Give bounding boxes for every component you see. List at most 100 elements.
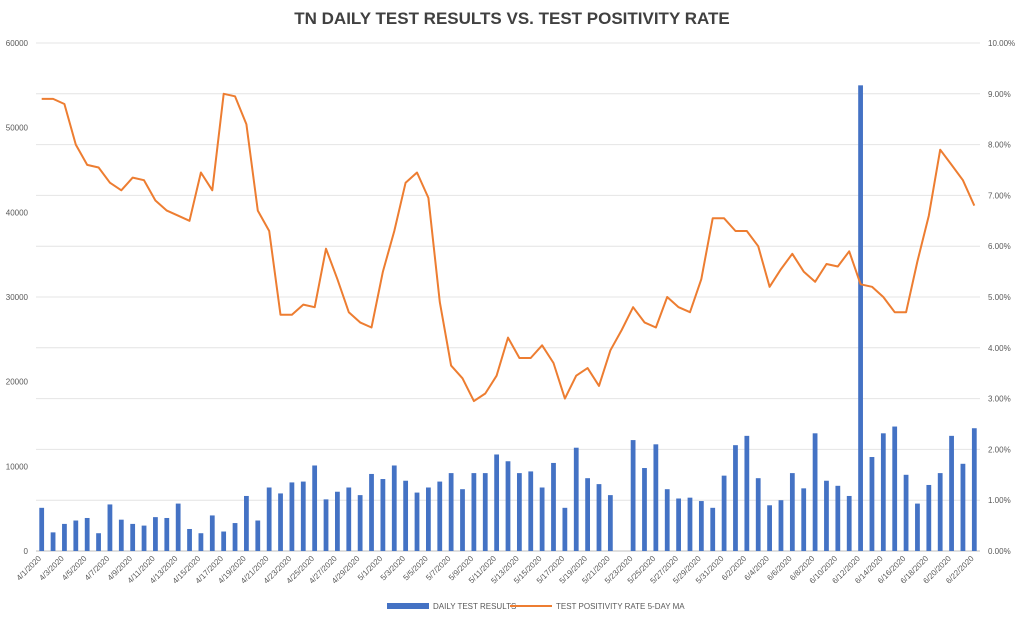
bar (926, 484, 932, 551)
bar (915, 503, 920, 551)
y-right-tick-label: 5.00% (988, 293, 1011, 302)
legend: DAILY TEST RESULTS TEST POSITIVITY RATE … (387, 602, 685, 611)
bar (425, 487, 431, 551)
bar (403, 480, 409, 551)
bar (880, 433, 886, 551)
y-right-tick-label: 9.00% (988, 90, 1011, 99)
y-right-tick-label: 2.00% (988, 445, 1011, 454)
bar (710, 507, 716, 551)
bar (141, 525, 147, 551)
bar (369, 473, 374, 551)
bar (471, 473, 477, 551)
bar (676, 498, 681, 551)
bar (562, 507, 568, 551)
bar (118, 519, 124, 551)
bar (391, 465, 397, 551)
bar (96, 533, 101, 551)
y-right-tick-label: 3.00% (988, 395, 1011, 404)
y-left-tick-label: 60000 (6, 39, 29, 48)
bar (482, 473, 488, 551)
y-left-tick-label: 20000 (6, 378, 29, 387)
bar (960, 463, 966, 551)
bar (903, 474, 909, 551)
gridlines (36, 42, 980, 552)
bar (937, 473, 943, 551)
bar (221, 531, 227, 551)
bar (232, 523, 238, 551)
bar (289, 482, 295, 551)
bar (73, 520, 79, 551)
legend-label-daily-tests: DAILY TEST RESULTS (433, 602, 516, 611)
y-left-tick-label: 30000 (6, 293, 29, 302)
bar (460, 489, 465, 551)
bar (664, 489, 670, 551)
chart-title: TN DAILY TEST RESULTS VS. TEST POSITIVIT… (294, 9, 729, 28)
bar (39, 507, 45, 551)
line-series (41, 92, 976, 403)
bar (323, 499, 329, 551)
bar (209, 515, 215, 551)
bar (573, 447, 579, 551)
bar (744, 435, 750, 551)
y-right-tick-label: 10.00% (988, 39, 1015, 48)
bar (949, 435, 954, 551)
bar (175, 503, 181, 551)
bar (824, 480, 829, 551)
bar (346, 487, 352, 551)
y-right-tick-label: 1.00% (988, 496, 1011, 505)
bar (357, 495, 363, 551)
bar (107, 504, 113, 551)
y-right-tick-label: 8.00% (988, 141, 1011, 150)
bar (62, 523, 67, 551)
bar (812, 433, 818, 551)
bar (505, 461, 511, 551)
bar (278, 493, 283, 551)
bar (335, 491, 340, 551)
y-right-tick-label: 0.00% (988, 547, 1011, 556)
bar (687, 497, 693, 551)
bar (414, 492, 420, 551)
y-right-tick-label: 6.00% (988, 242, 1011, 251)
bar (869, 457, 875, 551)
bar (448, 473, 454, 551)
bar-series (39, 85, 977, 551)
axes: 0 10000 20000 30000 40000 50000 60000 0.00% 1.00… (6, 39, 1015, 586)
bar (198, 533, 204, 551)
bar (437, 481, 443, 551)
bar (266, 487, 272, 551)
bar (789, 473, 795, 551)
bar (846, 495, 852, 551)
bar (835, 485, 841, 551)
bar (300, 481, 306, 551)
bar (312, 465, 318, 551)
bar (516, 473, 522, 551)
bar (187, 528, 192, 551)
bar (380, 479, 386, 551)
bar (130, 523, 136, 551)
bar (642, 468, 647, 551)
bar (971, 428, 977, 551)
bar (721, 475, 727, 551)
bar (653, 444, 659, 551)
bar (596, 484, 602, 551)
bar (164, 517, 170, 551)
y-right-tick-label: 4.00% (988, 344, 1011, 353)
bar (255, 520, 261, 551)
y-left-tick-label: 0 (24, 547, 29, 556)
bar (50, 532, 56, 551)
line-positivity-rate (41, 92, 976, 403)
bar (153, 517, 158, 551)
bar (539, 487, 545, 551)
legend-swatch-daily-tests (387, 603, 429, 609)
bar (630, 440, 636, 551)
y-left-tick-label: 50000 (6, 124, 29, 133)
bar (494, 454, 500, 551)
bar (858, 85, 863, 551)
bar (585, 478, 591, 551)
bar (767, 505, 772, 551)
bar (698, 501, 704, 551)
legend-label-positivity-rate: TEST POSITIVITY RATE 5-DAY MA (556, 602, 685, 611)
bar (528, 471, 534, 551)
